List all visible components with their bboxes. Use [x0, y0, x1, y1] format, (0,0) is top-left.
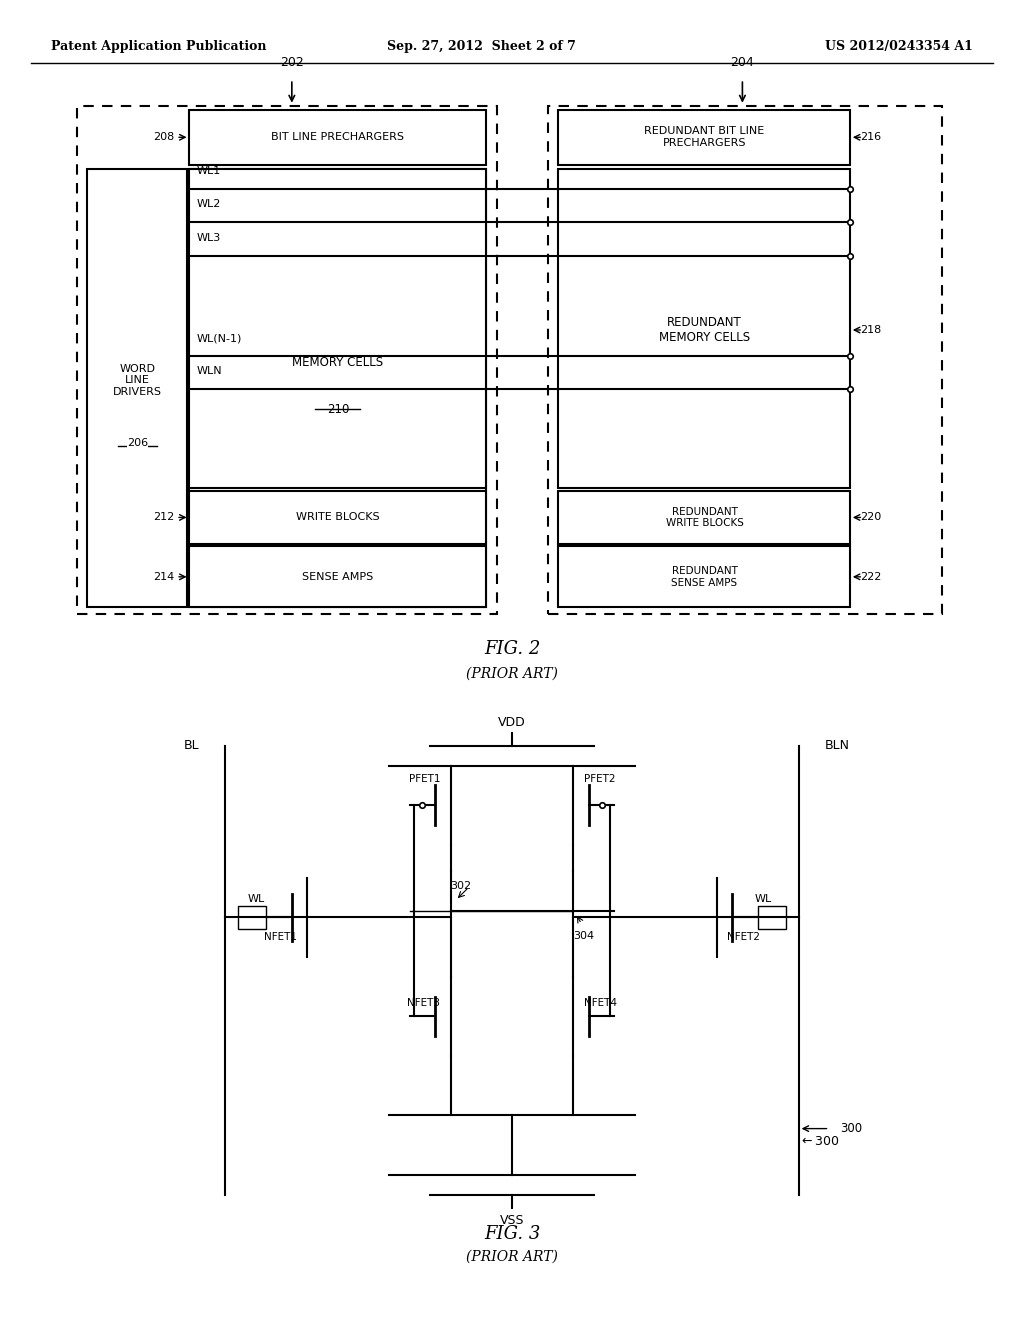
FancyBboxPatch shape — [189, 169, 486, 488]
Text: 214: 214 — [153, 572, 174, 582]
Text: 208: 208 — [153, 132, 174, 143]
Text: NFET3: NFET3 — [408, 998, 440, 1008]
FancyBboxPatch shape — [189, 169, 486, 607]
Text: 220: 220 — [860, 512, 882, 523]
Text: VSS: VSS — [500, 1214, 524, 1228]
Text: REDUNDANT
WRITE BLOCKS: REDUNDANT WRITE BLOCKS — [666, 507, 743, 528]
FancyBboxPatch shape — [558, 110, 850, 165]
Text: NFET1: NFET1 — [264, 932, 297, 942]
Text: 218: 218 — [860, 325, 882, 335]
Text: Patent Application Publication: Patent Application Publication — [51, 40, 266, 53]
Text: 304: 304 — [573, 931, 595, 941]
FancyBboxPatch shape — [189, 546, 486, 607]
Text: WL1: WL1 — [197, 165, 221, 176]
FancyBboxPatch shape — [758, 906, 786, 929]
Text: NFET2: NFET2 — [727, 932, 760, 942]
Text: FIG. 3: FIG. 3 — [483, 1225, 541, 1243]
Text: WL3: WL3 — [197, 232, 221, 243]
Text: WRITE BLOCKS: WRITE BLOCKS — [296, 512, 380, 523]
FancyBboxPatch shape — [558, 546, 850, 607]
Text: US 2012/0243354 A1: US 2012/0243354 A1 — [825, 40, 973, 53]
Text: 302: 302 — [451, 880, 472, 891]
FancyBboxPatch shape — [558, 169, 850, 488]
FancyBboxPatch shape — [558, 491, 850, 544]
Text: FIG. 2: FIG. 2 — [483, 640, 541, 659]
Text: MEMORY CELLS: MEMORY CELLS — [293, 356, 383, 370]
FancyBboxPatch shape — [238, 906, 266, 929]
Text: 204: 204 — [730, 55, 755, 69]
Text: REDUNDANT BIT LINE
PRECHARGERS: REDUNDANT BIT LINE PRECHARGERS — [644, 127, 765, 148]
Text: $\leftarrow$300: $\leftarrow$300 — [799, 1135, 839, 1148]
Text: WL: WL — [755, 894, 771, 904]
Text: NFET4: NFET4 — [584, 998, 616, 1008]
FancyBboxPatch shape — [87, 169, 187, 607]
Text: BIT LINE PRECHARGERS: BIT LINE PRECHARGERS — [271, 132, 404, 143]
Text: BLN: BLN — [824, 739, 849, 752]
Text: WL2: WL2 — [197, 198, 221, 209]
Text: 202: 202 — [280, 55, 304, 69]
Text: 210: 210 — [327, 403, 349, 416]
Text: WL(N-1): WL(N-1) — [197, 333, 242, 343]
Text: 222: 222 — [860, 572, 882, 582]
Text: Sep. 27, 2012  Sheet 2 of 7: Sep. 27, 2012 Sheet 2 of 7 — [387, 40, 575, 53]
Text: VDD: VDD — [498, 715, 526, 729]
Text: 212: 212 — [153, 512, 174, 523]
Text: WL: WL — [248, 894, 264, 904]
Text: REDUNDANT
SENSE AMPS: REDUNDANT SENSE AMPS — [672, 566, 737, 587]
FancyBboxPatch shape — [189, 110, 486, 165]
Text: (PRIOR ART): (PRIOR ART) — [466, 667, 558, 680]
Text: 300: 300 — [840, 1122, 862, 1135]
Text: BL: BL — [184, 739, 200, 752]
Text: 206: 206 — [127, 438, 147, 449]
Text: WLN: WLN — [197, 366, 222, 376]
Text: PFET2: PFET2 — [584, 774, 615, 784]
Text: WORD
LINE
DRIVERS: WORD LINE DRIVERS — [113, 363, 162, 397]
Text: PFET1: PFET1 — [409, 774, 440, 784]
Text: REDUNDANT
MEMORY CELLS: REDUNDANT MEMORY CELLS — [659, 315, 750, 345]
Text: SENSE AMPS: SENSE AMPS — [302, 572, 374, 582]
FancyBboxPatch shape — [189, 491, 486, 544]
Text: (PRIOR ART): (PRIOR ART) — [466, 1250, 558, 1263]
Text: 216: 216 — [860, 132, 882, 143]
